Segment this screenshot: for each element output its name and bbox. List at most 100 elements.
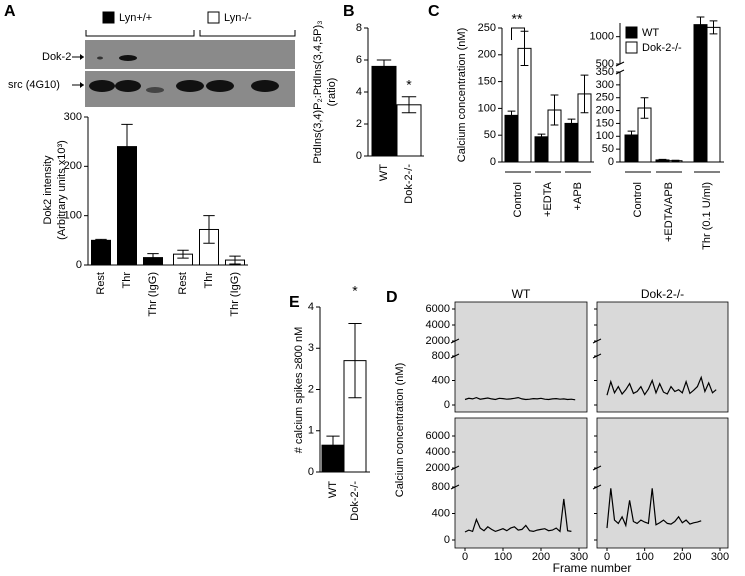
y-tick-label: 50 [484, 129, 496, 141]
y-tick-label: 2000 [426, 462, 450, 474]
plot-background [454, 417, 588, 549]
y-tick-label: 4000 [426, 446, 450, 458]
error-bar [229, 255, 241, 265]
panel-letter: A [4, 3, 16, 20]
y-tick-label: 100 [596, 130, 614, 142]
blot-band [115, 80, 141, 92]
y-tick-label: 400 [432, 374, 450, 386]
group-bracket [85, 30, 296, 37]
y-tick-label: 300 [596, 79, 614, 91]
y-tick-label: 6 [356, 54, 362, 66]
y-tick-label: 0 [76, 259, 82, 271]
y-tick-label: 0 [490, 156, 496, 168]
y-tick-label: 2 [308, 383, 314, 395]
panel-letter: D [386, 289, 398, 306]
x-tick-label: Thr (IgG) [229, 272, 241, 317]
y-tick-label: 200 [478, 49, 496, 61]
error-bar [348, 323, 362, 399]
bar [91, 239, 111, 266]
x-tick-label: 100 [494, 551, 512, 563]
error-bar [640, 97, 649, 119]
y-tick-label: 800 [432, 350, 450, 362]
y-tick-label: 100 [64, 210, 82, 222]
y-axis-label: # calcium spikes ≥800 nM [293, 327, 305, 453]
x-tick-label: 300 [711, 551, 729, 563]
x-tick-label: Control [512, 182, 524, 217]
error-bar [627, 130, 636, 140]
error-bar [203, 215, 215, 244]
western-blot: Dok-2 src (4G10) [8, 30, 296, 107]
y-tick-label: 0 [608, 156, 614, 168]
y-tick-label: 200 [64, 160, 82, 172]
x-tick-label: 200 [673, 551, 691, 563]
bar [371, 65, 397, 157]
x-tick-label: Thr (0.1 U/ml) [701, 182, 713, 250]
error-bar [507, 110, 516, 121]
error-bar [709, 20, 718, 35]
y-tick-label: 150 [478, 76, 496, 88]
error-bar [147, 253, 159, 263]
y-tick-label: 8 [356, 22, 362, 34]
blot-label: Dok-2 [42, 51, 71, 63]
blot-band [89, 80, 115, 92]
y-axis-label: Calcium concentration (nM) [394, 363, 406, 498]
calcium-trace [464, 498, 572, 533]
panel-letter: E [289, 294, 300, 311]
x-tick-label: Dok-2-/- [403, 164, 415, 204]
bar [564, 122, 579, 163]
y-axis-label: PtdIns(3,4)P₂:PtdIns(3,4,5P)₃ [312, 20, 324, 163]
bar [504, 114, 519, 163]
x-tick-label: 100 [635, 551, 653, 563]
legend-swatch [625, 41, 638, 54]
y-tick-label: 0 [444, 399, 450, 411]
y-tick-label: 200 [596, 104, 614, 116]
legend-swatch [625, 26, 638, 39]
y-tick-label: 4 [308, 301, 314, 313]
bar [534, 136, 549, 163]
y-tick-label: 150 [596, 117, 614, 129]
y-tick-label: 50 [602, 143, 614, 155]
blot-band [119, 55, 137, 61]
legend-label: Lyn-/- [224, 12, 252, 24]
x-tick-label: Thr [121, 272, 133, 289]
calcium-trace [606, 375, 717, 396]
y-tick-label: 0 [356, 150, 362, 162]
blot-arrowhead [80, 82, 84, 88]
plot-background [596, 301, 729, 413]
y-tick-label: 0 [444, 534, 450, 546]
x-tick-label: Rest [95, 272, 107, 295]
y-tick-label: 1 [308, 425, 314, 437]
x-tick-label: +EDTA/APB [663, 182, 675, 242]
y-tick-label: 1000 [590, 31, 614, 43]
blot-label: src (4G10) [8, 79, 60, 91]
blot-band [146, 87, 164, 93]
error-bar [401, 96, 417, 114]
x-tick-label: 0 [604, 551, 610, 563]
error-bar [326, 435, 340, 455]
x-tick-label: WT [378, 164, 390, 181]
error-bar [121, 123, 133, 170]
error-bar [376, 59, 392, 74]
x-tick-label: Control [632, 182, 644, 217]
error-bar [550, 94, 559, 126]
y-tick-label: 350 [596, 66, 614, 78]
legend-swatch [207, 11, 220, 24]
legend-swatch [102, 11, 115, 24]
bar [693, 24, 708, 163]
legend-label: Dok-2-/- [642, 42, 682, 54]
panel-letter: C [428, 3, 440, 20]
error-bar [567, 118, 576, 129]
legend-label: WT [642, 27, 659, 39]
y-tick-label: 2000 [426, 335, 450, 347]
y-tick-label: 6000 [426, 430, 450, 442]
x-tick-label: Rest [177, 272, 189, 295]
error-bar [671, 159, 680, 162]
y-tick-label: 300 [64, 111, 82, 123]
x-tick-label: +APB [572, 182, 584, 210]
annotation: * [406, 77, 412, 93]
error-bar [658, 158, 667, 161]
y-tick-label: 250 [596, 92, 614, 104]
significance-bracket [511, 27, 525, 40]
bar [396, 104, 422, 157]
